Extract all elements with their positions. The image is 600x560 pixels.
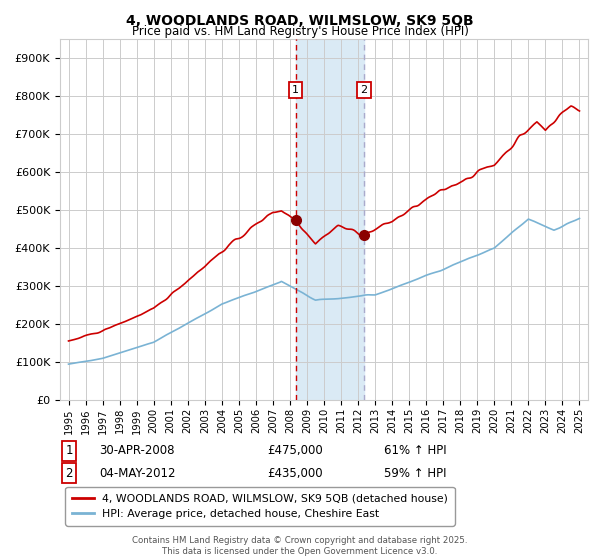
Text: 4, WOODLANDS ROAD, WILMSLOW, SK9 5QB: 4, WOODLANDS ROAD, WILMSLOW, SK9 5QB — [126, 14, 474, 28]
Bar — [296, 39, 364, 400]
Text: 2: 2 — [360, 85, 367, 95]
Legend: 4, WOODLANDS ROAD, WILMSLOW, SK9 5QB (detached house), HPI: Average price, detac: 4, WOODLANDS ROAD, WILMSLOW, SK9 5QB (de… — [65, 487, 455, 525]
Text: 1: 1 — [65, 444, 73, 458]
Text: 1: 1 — [292, 85, 299, 95]
Text: Price paid vs. HM Land Registry's House Price Index (HPI): Price paid vs. HM Land Registry's House … — [131, 25, 469, 38]
Text: 2: 2 — [65, 466, 73, 480]
Text: £435,000: £435,000 — [267, 466, 323, 480]
Text: £475,000: £475,000 — [267, 444, 323, 458]
Text: 30-APR-2008: 30-APR-2008 — [99, 444, 175, 458]
Text: Contains HM Land Registry data © Crown copyright and database right 2025.
This d: Contains HM Land Registry data © Crown c… — [132, 536, 468, 556]
Text: 04-MAY-2012: 04-MAY-2012 — [99, 466, 176, 480]
Text: 59% ↑ HPI: 59% ↑ HPI — [384, 466, 446, 480]
Text: 61% ↑ HPI: 61% ↑ HPI — [384, 444, 446, 458]
